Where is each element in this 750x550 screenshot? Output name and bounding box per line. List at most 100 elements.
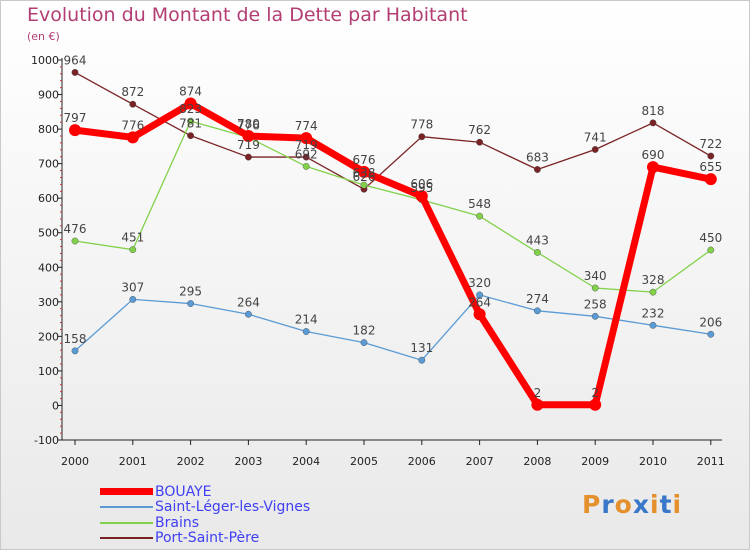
- data-label: 2: [591, 386, 599, 400]
- data-label: 328: [642, 273, 665, 287]
- data-point: [476, 212, 483, 220]
- data-label: 232: [642, 306, 665, 320]
- data-label: 778: [410, 118, 433, 132]
- brand-logo: Proxiti: [582, 490, 682, 519]
- data-point: [71, 69, 79, 76]
- brand-letter: t: [659, 490, 673, 519]
- data-point: [415, 190, 428, 203]
- data-label: 131: [410, 341, 433, 355]
- x-tick-label: 2000: [61, 455, 89, 468]
- x-tick-label: 2005: [350, 455, 378, 468]
- legend-label: Saint-Léger-les-Vignes: [155, 499, 311, 515]
- data-label: 264: [237, 295, 260, 309]
- data-point: [591, 312, 599, 320]
- data-label: 781: [179, 117, 202, 131]
- data-point: [649, 321, 657, 329]
- x-tick-label: 2008: [523, 455, 551, 468]
- data-point: [360, 339, 368, 346]
- data-label: 476: [64, 222, 87, 236]
- data-label: 776: [237, 118, 260, 132]
- data-label: 595: [410, 181, 433, 195]
- data-label: 776: [121, 118, 144, 132]
- data-point: [187, 300, 195, 307]
- x-tick-label: 2004: [292, 455, 320, 468]
- chart-title: Evolution du Montant de la Dette par Hab…: [27, 4, 468, 26]
- data-label: 2: [534, 386, 542, 400]
- x-tick-label: 2009: [581, 455, 609, 468]
- data-point: [302, 153, 310, 161]
- data-label: 450: [699, 231, 722, 245]
- y-tick-label: 1000: [31, 54, 59, 67]
- brand-letter: r: [601, 490, 615, 519]
- data-point: [418, 356, 426, 364]
- data-label: 676: [353, 153, 376, 167]
- data-label: 722: [699, 137, 722, 151]
- legend-item: Port-Saint-Père: [100, 530, 260, 546]
- legend-item: BOUAYE: [100, 483, 212, 500]
- data-label: 206: [699, 315, 722, 329]
- data-point: [476, 291, 483, 299]
- brand-letter: i: [650, 490, 660, 519]
- data-label: 307: [121, 280, 144, 294]
- legend-swatch: [100, 506, 153, 508]
- series-line-2: [74, 120, 712, 293]
- data-point: [476, 138, 483, 146]
- data-point: [591, 284, 599, 292]
- data-label: 719: [237, 138, 260, 152]
- data-point: [418, 133, 426, 141]
- data-point: [302, 162, 310, 170]
- data-point: [360, 181, 368, 189]
- data-point: [244, 310, 252, 318]
- data-point: [242, 130, 255, 142]
- data-point: [71, 347, 79, 355]
- data-point: [534, 249, 541, 256]
- series-line-1: [74, 294, 712, 361]
- data-label: 638: [353, 166, 376, 180]
- data-label: 295: [179, 285, 202, 299]
- data-point: [534, 166, 541, 173]
- data-point: [129, 100, 137, 108]
- y-tick-label: 200: [38, 330, 59, 343]
- brand-letter: x: [632, 490, 650, 519]
- data-label: 340: [584, 269, 607, 283]
- y-tick-label: 0: [52, 399, 59, 412]
- data-label: 264: [468, 295, 491, 309]
- data-point: [126, 131, 139, 144]
- data-label: 320: [468, 276, 491, 290]
- legend-item: Saint-Léger-les-Vignes: [100, 499, 311, 515]
- legend-label: Port-Saint-Père: [155, 530, 260, 546]
- data-point: [358, 165, 370, 178]
- chart-subtitle: (en €): [27, 30, 60, 43]
- data-point: [187, 132, 195, 140]
- data-point: [707, 246, 715, 254]
- data-point: [649, 288, 657, 296]
- data-point: [534, 307, 541, 315]
- data-point: [473, 308, 486, 321]
- series-line-0: [71, 100, 715, 409]
- data-point: [302, 328, 310, 335]
- data-label: 719: [295, 138, 318, 152]
- data-label: 683: [526, 151, 549, 165]
- x-tick-label: 2003: [234, 455, 262, 468]
- x-tick-label: 2010: [639, 455, 667, 468]
- brand-letter: P: [582, 490, 602, 519]
- legend-label: Brains: [155, 514, 199, 531]
- x-tick-label: 2001: [119, 455, 147, 468]
- data-label: 741: [584, 130, 607, 144]
- data-point: [129, 246, 137, 254]
- data-point: [129, 295, 137, 303]
- data-label: 780: [237, 117, 260, 131]
- data-label: 762: [468, 123, 491, 137]
- data-label: 548: [468, 197, 491, 211]
- brand-letter: i: [672, 490, 683, 519]
- legend-swatch: [100, 537, 153, 539]
- legend-label: BOUAYE: [155, 483, 212, 500]
- y-tick-label: 100: [38, 365, 59, 378]
- x-tick-label: 2006: [408, 455, 436, 468]
- data-label: 606: [410, 177, 433, 191]
- data-label: 443: [526, 233, 549, 247]
- data-point: [71, 237, 79, 245]
- data-label: 626: [353, 170, 376, 184]
- x-tick-label: 2007: [466, 455, 494, 468]
- data-point: [707, 152, 715, 160]
